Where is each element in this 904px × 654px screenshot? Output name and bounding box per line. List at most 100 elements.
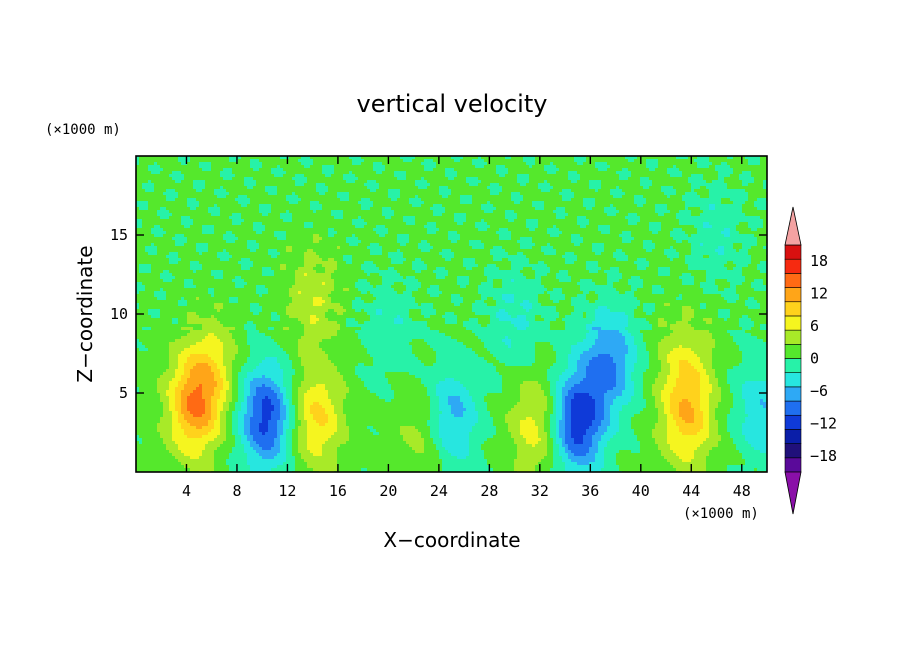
field-cell — [655, 183, 658, 186]
field-cell — [457, 186, 460, 189]
field-cell — [712, 201, 715, 204]
field-cell — [652, 159, 655, 162]
field-cell — [334, 201, 337, 204]
field-cell — [472, 171, 475, 174]
field-cell — [382, 213, 385, 216]
field-cell — [280, 156, 283, 159]
field-cell — [529, 180, 532, 183]
field-cell — [358, 168, 361, 171]
field-cell — [139, 174, 142, 177]
field-cell — [664, 171, 667, 174]
field-cell — [439, 159, 442, 162]
field-cell — [460, 156, 463, 159]
field-cell — [229, 168, 232, 171]
field-cell — [193, 174, 196, 177]
field-cell — [664, 183, 667, 186]
field-cell — [424, 216, 427, 219]
field-cell — [742, 186, 745, 189]
field-cell — [589, 198, 592, 201]
field-cell — [235, 219, 238, 222]
field-cell — [517, 174, 520, 177]
field-cell — [535, 213, 538, 216]
field-cell — [340, 204, 343, 207]
field-cell — [394, 177, 397, 180]
field-cell — [502, 156, 505, 159]
field-cell — [700, 159, 703, 162]
field-cell — [724, 183, 727, 186]
field-cell — [643, 204, 646, 207]
field-cell — [583, 156, 586, 159]
field-cell — [622, 207, 625, 210]
field-cell — [700, 183, 703, 186]
field-cell — [526, 216, 529, 219]
field-cell — [148, 177, 151, 180]
field-cell — [409, 192, 412, 195]
field-cell — [634, 219, 637, 222]
field-cell — [256, 162, 259, 165]
field-cell — [568, 204, 571, 207]
field-cell — [256, 183, 259, 186]
field-cell — [277, 180, 280, 183]
field-cell — [328, 207, 331, 210]
field-cell — [307, 225, 310, 228]
field-cell — [586, 186, 589, 189]
field-cell — [427, 216, 430, 219]
field-cell — [628, 159, 631, 162]
field-cell — [280, 189, 283, 192]
field-cell — [589, 186, 592, 189]
field-cell — [610, 180, 613, 183]
field-cell — [607, 186, 610, 189]
field-cell — [571, 216, 574, 219]
field-cell — [607, 168, 610, 171]
field-cell — [232, 210, 235, 213]
field-cell — [529, 213, 532, 216]
field-cell — [226, 198, 229, 201]
field-cell — [691, 168, 694, 171]
field-cell — [226, 192, 229, 195]
field-cell — [721, 207, 724, 210]
field-cell — [322, 156, 325, 159]
field-cell — [565, 192, 568, 195]
field-cell — [310, 213, 313, 216]
field-cell — [655, 165, 658, 168]
field-cell — [553, 189, 556, 192]
field-cell — [313, 156, 316, 159]
field-cell — [496, 171, 499, 174]
field-cell — [418, 201, 421, 204]
field-cell — [541, 216, 544, 219]
field-cell — [448, 165, 451, 168]
field-cell — [412, 207, 415, 210]
field-cell — [517, 168, 520, 171]
field-cell — [616, 192, 619, 195]
field-cell — [235, 165, 238, 168]
field-cell — [256, 204, 259, 207]
field-cell — [529, 225, 532, 228]
field-cell — [403, 162, 406, 165]
field-cell — [646, 192, 649, 195]
field-cell — [409, 174, 412, 177]
field-cell — [748, 207, 751, 210]
field-cell — [259, 168, 262, 171]
field-cell — [316, 198, 319, 201]
field-cell — [385, 159, 388, 162]
field-cell — [508, 198, 511, 201]
field-cell — [394, 186, 397, 189]
field-cell — [262, 186, 265, 189]
field-cell — [292, 216, 295, 219]
field-cell — [502, 159, 505, 162]
field-cell — [703, 183, 706, 186]
field-cell — [376, 183, 379, 186]
field-cell — [220, 198, 223, 201]
field-cell — [586, 201, 589, 204]
field-cell — [469, 159, 472, 162]
field-cell — [394, 201, 397, 204]
field-cell — [526, 222, 529, 225]
field-cell — [532, 159, 535, 162]
field-cell — [508, 216, 511, 219]
field-cell — [217, 177, 220, 180]
field-cell — [379, 183, 382, 186]
field-cell — [757, 192, 760, 195]
field-cell — [649, 210, 652, 213]
field-cell — [325, 168, 328, 171]
field-cell — [553, 180, 556, 183]
